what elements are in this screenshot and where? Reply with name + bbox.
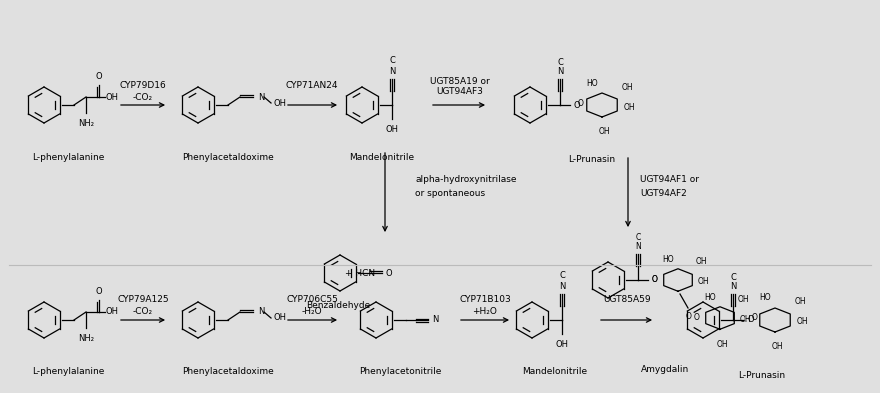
Text: OH: OH bbox=[795, 298, 807, 307]
Text: UGT94AF1 or: UGT94AF1 or bbox=[640, 176, 699, 184]
Text: Phenylacetonitrile: Phenylacetonitrile bbox=[359, 367, 441, 376]
Text: OH: OH bbox=[771, 342, 783, 351]
Text: OH: OH bbox=[698, 277, 709, 286]
Text: O: O bbox=[96, 287, 102, 296]
Text: HO: HO bbox=[663, 255, 674, 264]
Text: OH: OH bbox=[555, 340, 568, 349]
Text: N: N bbox=[635, 242, 641, 251]
Text: O: O bbox=[747, 316, 753, 325]
Text: O: O bbox=[96, 72, 102, 81]
Text: HO: HO bbox=[586, 79, 598, 88]
Text: L-Prunasin: L-Prunasin bbox=[568, 156, 616, 165]
Text: Phenylacetaldoxime: Phenylacetaldoxime bbox=[182, 367, 274, 376]
Text: OH: OH bbox=[716, 340, 728, 349]
Text: N: N bbox=[432, 316, 438, 325]
Text: Mandelonitrile: Mandelonitrile bbox=[349, 152, 414, 162]
Text: N: N bbox=[389, 67, 395, 76]
Text: N: N bbox=[559, 282, 565, 291]
Text: O: O bbox=[694, 314, 700, 323]
Text: UGT85A19 or: UGT85A19 or bbox=[430, 77, 490, 86]
Text: NH₂: NH₂ bbox=[78, 334, 94, 343]
Text: UGT94AF2: UGT94AF2 bbox=[640, 189, 686, 198]
Text: Mandelonitrile: Mandelonitrile bbox=[523, 367, 588, 376]
Text: CYP706C55: CYP706C55 bbox=[286, 296, 338, 305]
Text: CYP79A125: CYP79A125 bbox=[117, 296, 169, 305]
Text: HO: HO bbox=[759, 294, 771, 303]
Text: OH: OH bbox=[106, 92, 119, 101]
Text: or spontaneous: or spontaneous bbox=[415, 189, 485, 198]
Text: OH: OH bbox=[740, 316, 752, 325]
Text: alpha-hydroxynitrilase: alpha-hydroxynitrilase bbox=[415, 176, 517, 184]
Text: L-Prunasin: L-Prunasin bbox=[738, 371, 786, 380]
Text: OH: OH bbox=[624, 103, 635, 112]
Text: -H₂O: -H₂O bbox=[302, 307, 322, 316]
Text: C: C bbox=[557, 58, 563, 67]
Text: C: C bbox=[730, 273, 736, 282]
Text: O: O bbox=[686, 312, 692, 321]
Text: L-phenylalanine: L-phenylalanine bbox=[32, 367, 104, 376]
Text: UGT94AF3: UGT94AF3 bbox=[436, 86, 483, 95]
Text: N: N bbox=[258, 92, 264, 101]
Text: CYP71AN24: CYP71AN24 bbox=[286, 81, 338, 90]
Text: Amygdalin: Amygdalin bbox=[641, 365, 689, 375]
Text: OH: OH bbox=[274, 99, 287, 108]
Text: OH: OH bbox=[274, 314, 287, 323]
Text: C: C bbox=[635, 233, 641, 242]
Text: UGT85A59: UGT85A59 bbox=[603, 296, 651, 305]
Text: NH₂: NH₂ bbox=[78, 119, 94, 128]
Text: N: N bbox=[258, 307, 264, 316]
Text: O: O bbox=[652, 275, 658, 285]
Text: OH: OH bbox=[738, 296, 750, 305]
Text: OH: OH bbox=[797, 318, 809, 327]
Text: OH: OH bbox=[622, 83, 634, 92]
Text: N: N bbox=[730, 282, 737, 291]
Text: O: O bbox=[652, 275, 658, 285]
Text: CYP79D16: CYP79D16 bbox=[120, 81, 166, 90]
Text: C: C bbox=[389, 56, 395, 65]
Text: C: C bbox=[559, 271, 565, 280]
Text: -CO₂: -CO₂ bbox=[133, 307, 153, 316]
Text: OH: OH bbox=[598, 127, 610, 136]
Text: +H₂O: +H₂O bbox=[473, 307, 497, 316]
Text: -CO₂: -CO₂ bbox=[133, 92, 153, 101]
Text: O: O bbox=[578, 99, 584, 108]
Text: CYP71B103: CYP71B103 bbox=[459, 296, 511, 305]
Text: Phenylacetaldoxime: Phenylacetaldoxime bbox=[182, 152, 274, 162]
Text: O: O bbox=[752, 314, 757, 323]
Text: O: O bbox=[574, 101, 581, 110]
Text: HO: HO bbox=[704, 294, 716, 303]
Text: Benzaldehyde: Benzaldehyde bbox=[306, 301, 370, 310]
Text: N: N bbox=[557, 67, 563, 76]
Text: OH: OH bbox=[696, 257, 708, 266]
Text: L-phenylalanine: L-phenylalanine bbox=[32, 152, 104, 162]
Text: OH: OH bbox=[385, 125, 399, 134]
Text: + HCN: + HCN bbox=[345, 268, 375, 277]
Text: OH: OH bbox=[106, 307, 119, 316]
Text: O: O bbox=[386, 268, 392, 277]
